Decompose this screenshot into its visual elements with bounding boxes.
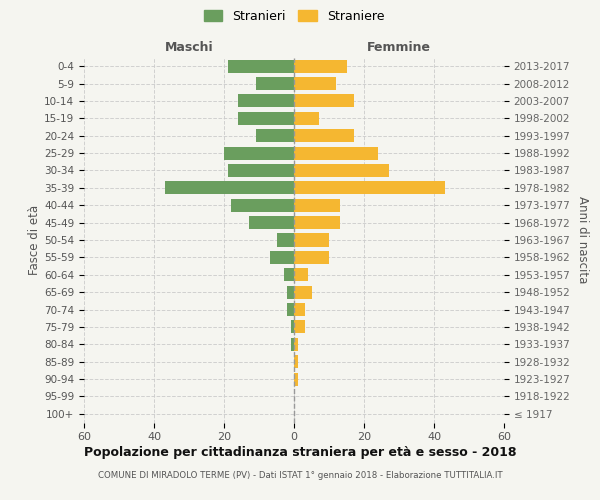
Bar — [294, 234, 329, 246]
Bar — [294, 372, 298, 386]
Y-axis label: Anni di nascita: Anni di nascita — [576, 196, 589, 284]
Bar — [256, 77, 294, 90]
Bar — [294, 112, 319, 125]
Bar — [238, 94, 294, 108]
Bar — [294, 94, 353, 108]
Y-axis label: Fasce di età: Fasce di età — [28, 205, 41, 275]
Bar — [294, 286, 311, 298]
Bar — [164, 182, 294, 194]
Bar — [294, 303, 305, 316]
Bar — [294, 77, 336, 90]
Bar — [287, 286, 294, 298]
Bar — [224, 146, 294, 160]
Bar — [294, 60, 347, 72]
Bar — [290, 320, 294, 334]
Bar — [294, 129, 353, 142]
Bar — [269, 251, 294, 264]
Text: COMUNE DI MIRADOLO TERME (PV) - Dati ISTAT 1° gennaio 2018 - Elaborazione TUTTIT: COMUNE DI MIRADOLO TERME (PV) - Dati IST… — [98, 472, 502, 480]
Bar — [290, 338, 294, 351]
Bar — [238, 112, 294, 125]
Bar — [231, 198, 294, 212]
Bar — [294, 198, 340, 212]
Bar — [294, 320, 305, 334]
Bar — [294, 251, 329, 264]
Bar — [256, 129, 294, 142]
Text: Popolazione per cittadinanza straniera per età e sesso - 2018: Popolazione per cittadinanza straniera p… — [84, 446, 516, 459]
Bar — [294, 216, 340, 229]
Bar — [227, 164, 294, 177]
Bar — [284, 268, 294, 281]
Bar — [248, 216, 294, 229]
Bar — [294, 268, 308, 281]
Bar — [294, 164, 389, 177]
Bar — [294, 338, 298, 351]
Legend: Stranieri, Straniere: Stranieri, Straniere — [200, 6, 388, 26]
Bar — [294, 182, 445, 194]
Bar — [287, 303, 294, 316]
Bar — [294, 146, 378, 160]
Bar — [294, 355, 298, 368]
Bar — [277, 234, 294, 246]
Bar — [227, 60, 294, 72]
Text: Maschi: Maschi — [164, 41, 214, 54]
Text: Femmine: Femmine — [367, 41, 431, 54]
